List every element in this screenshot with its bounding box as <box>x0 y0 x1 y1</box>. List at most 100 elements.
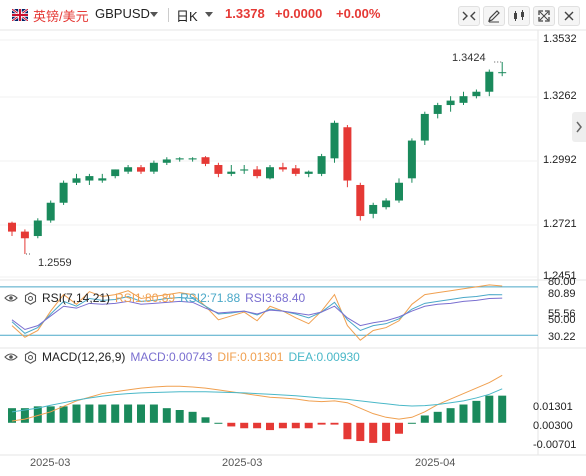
draw-button[interactable] <box>483 6 505 26</box>
macd-axis-label: 0.00300 <box>533 420 573 432</box>
symbol-name[interactable]: 英镑/美元 <box>33 9 89 24</box>
candle-body <box>20 231 29 239</box>
candle-body <box>433 105 442 114</box>
macd-legend: MACD(12,26,9) MACD:0.00743 DIF:0.01301 D… <box>4 349 365 365</box>
macd-bar <box>407 422 416 424</box>
macd-bar <box>214 422 223 424</box>
candle-body <box>369 204 378 214</box>
macd-title: MACD(12,26,9) <box>42 350 126 364</box>
settings-icon[interactable] <box>23 350 37 364</box>
macd-bar <box>291 422 300 429</box>
rsi-title: RSI(7,14,21) <box>42 291 111 305</box>
macd-bar <box>356 422 365 442</box>
candle-body <box>291 168 300 174</box>
close-button[interactable] <box>558 6 580 26</box>
macd-axis-label: 0.01301 <box>533 401 573 413</box>
candle-body <box>446 100 455 106</box>
macd-bar <box>46 406 55 423</box>
dea-value: DEA:0.00930 <box>288 350 360 364</box>
candle-body <box>498 72 507 74</box>
symbol-code[interactable]: GBPUSD <box>95 6 150 21</box>
macd-bar <box>446 408 455 423</box>
rsi2-line <box>11 294 503 334</box>
candle-body <box>420 113 429 141</box>
chevron-right-icon <box>576 121 582 133</box>
dif-line <box>11 374 503 422</box>
price-axis-label: 1.3262 <box>543 90 577 102</box>
candle-body <box>253 169 262 177</box>
macd-bar <box>124 404 133 423</box>
price-change: +0.0000 <box>275 6 323 21</box>
eye-icon[interactable] <box>4 350 18 364</box>
macd-bar <box>485 395 494 423</box>
rsi-axis-label: 80.00 <box>548 276 576 288</box>
price-axis-label: 1.2992 <box>543 154 577 166</box>
macd-bar <box>343 422 352 440</box>
candle-body <box>175 158 184 160</box>
caret-down-icon[interactable] <box>205 12 213 17</box>
candle-body <box>317 156 326 174</box>
eye-icon[interactable] <box>4 291 18 305</box>
price-change-pct: +0.00% <box>336 6 381 21</box>
candle-body <box>149 162 158 172</box>
macd-value: MACD:0.00743 <box>130 350 213 364</box>
macd-bar <box>472 400 481 423</box>
settings-icon[interactable] <box>23 291 37 305</box>
dea-line <box>11 388 503 413</box>
macd-bar <box>8 408 16 423</box>
candle-body <box>72 178 81 183</box>
candle-body <box>124 167 133 172</box>
candle-body <box>33 220 42 237</box>
macd-bar <box>369 422 378 443</box>
candle-body <box>395 182 403 201</box>
draw-icon <box>488 10 500 23</box>
candle-body <box>240 169 249 171</box>
candle-body <box>227 171 236 174</box>
rsi-axis-label: 50.00 <box>548 314 576 326</box>
macd-bar <box>111 404 120 423</box>
indicator-button[interactable] <box>508 6 530 26</box>
collapse-panel-button[interactable] <box>572 112 586 142</box>
date-label: 2025-03 <box>222 457 263 469</box>
chart-header: 英镑/美元 GBPUSD 日K 1.3378 +0.0000 +0.00% <box>0 0 586 30</box>
candle-body <box>382 200 391 208</box>
candle-body <box>304 171 313 174</box>
macd-bar <box>420 415 429 423</box>
macd-bar <box>188 411 197 423</box>
candle-body <box>111 169 120 177</box>
period-selector[interactable]: 日K <box>176 9 198 24</box>
macd-bar <box>162 408 171 423</box>
close-icon <box>564 11 574 21</box>
macd-bar <box>59 406 68 423</box>
high-price-label: 1.3424 <box>452 52 486 64</box>
rsi3-value: RSI3:68.40 <box>245 291 306 305</box>
macd-bar <box>98 404 107 423</box>
price-axis-label: 1.3532 <box>543 33 577 45</box>
candle-body <box>162 159 171 163</box>
low-price-label: 1.2559 <box>38 257 72 269</box>
candle-body <box>59 182 68 203</box>
candle-body <box>214 164 223 174</box>
expand-icon <box>462 11 476 21</box>
last-price: 1.3378 <box>225 6 265 21</box>
macd-bar <box>85 404 94 423</box>
macd-bar <box>382 422 391 442</box>
fullscreen-icon <box>538 10 550 22</box>
expand-button[interactable] <box>458 6 480 26</box>
candle-body <box>485 71 494 92</box>
macd-bar <box>72 404 81 423</box>
macd-bar <box>201 417 210 423</box>
fullscreen-button[interactable] <box>533 6 555 26</box>
macd-bar <box>278 422 287 429</box>
macd-bar <box>330 422 339 425</box>
caret-down-icon[interactable] <box>150 12 158 17</box>
rsi-legend: RSI(7,14,21) RSI1:80.89 RSI2:71.88 RSI3:… <box>4 290 310 306</box>
macd-bar <box>175 410 184 423</box>
macd-bar <box>498 395 507 423</box>
macd-bar <box>433 411 442 423</box>
macd-bar <box>304 422 313 429</box>
rsi-axis-label: 30.22 <box>548 331 576 343</box>
dif-value: DIF:0.01301 <box>217 350 284 364</box>
candle-body <box>330 122 339 159</box>
